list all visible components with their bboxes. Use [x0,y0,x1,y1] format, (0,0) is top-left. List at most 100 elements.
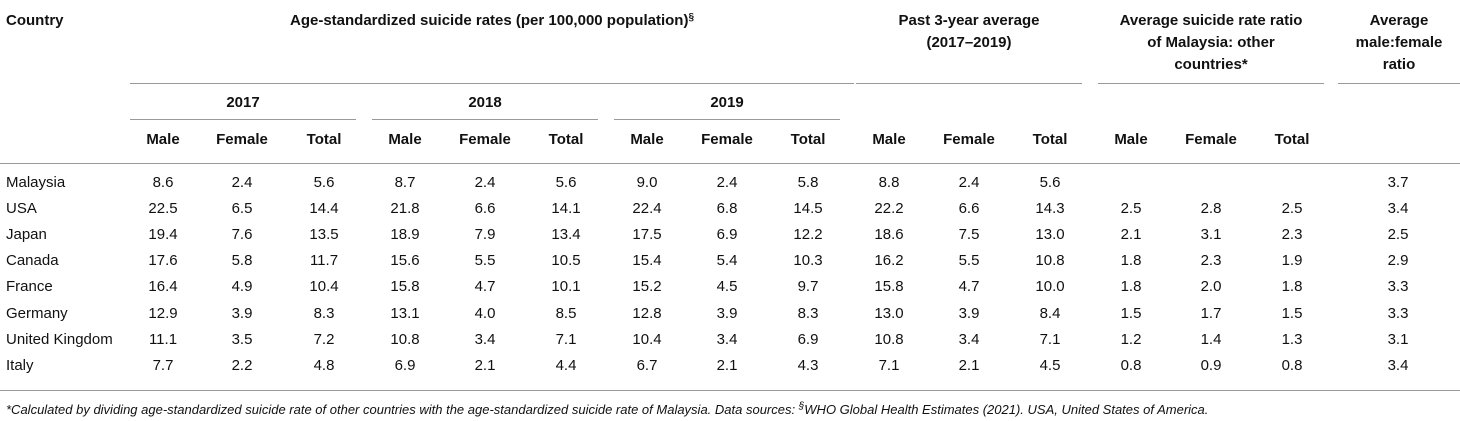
subheader-cell: Total [790,131,826,148]
value-cell: 17.6 [148,252,178,269]
header-country: Country [6,12,64,29]
value-cell: 7.2 [313,331,335,348]
value-cell: 1.8 [1120,278,1142,295]
value-cell: 19.4 [148,226,178,243]
value-cell: 2.4 [474,174,496,191]
country-cell: Japan [6,226,47,243]
rule-past-average [856,83,1082,84]
value-cell: 2.1 [716,357,738,374]
value-cell: 5.6 [555,174,577,191]
value-cell: 22.5 [148,200,178,217]
value-cell: 8.6 [152,174,174,191]
value-cell: 2.2 [231,357,253,374]
rule-header-bottom [0,163,1460,164]
value-cell: 22.2 [874,200,904,217]
value-cell: 8.8 [878,174,900,191]
value-cell: 13.0 [1035,226,1065,243]
value-cell: 3.9 [716,305,738,322]
value-cell: 4.5 [716,278,738,295]
value-cell: 11.1 [148,331,178,348]
value-cell: 10.4 [632,331,662,348]
value-cell: 2.9 [1387,252,1409,269]
value-cell: 2.1 [474,357,496,374]
value-cell: 6.7 [636,357,658,374]
value-cell: 3.3 [1387,278,1409,295]
value-cell: 6.5 [231,200,253,217]
subheader-cell: Total [1032,131,1068,148]
value-cell: 4.8 [313,357,335,374]
value-cell: 18.9 [390,226,420,243]
subheader-cell: Male [388,131,422,148]
value-cell: 3.4 [716,331,738,348]
value-cell: 9.0 [636,174,658,191]
footnote-mark: § [798,401,805,412]
country-cell: United Kingdom [6,331,113,348]
value-cell: 10.1 [551,278,581,295]
value-cell: 2.4 [231,174,253,191]
value-cell: 2.4 [958,174,980,191]
rule-table-bottom [0,390,1460,391]
country-cell: USA [6,200,37,217]
subheader-cell: Male [630,131,664,148]
value-cell: 6.6 [474,200,496,217]
value-cell: 13.4 [551,226,581,243]
rule-year-2018 [372,119,598,120]
value-cell: 0.8 [1281,357,1303,374]
value-cell: 4.7 [474,278,496,295]
value-cell: 14.1 [551,200,581,217]
value-cell: 1.8 [1281,278,1303,295]
value-cell: 3.4 [474,331,496,348]
value-cell: 16.2 [874,252,904,269]
subheader-cell: Total [1274,131,1310,148]
header-mf-line3: ratio [1382,56,1416,73]
value-cell: 2.0 [1200,278,1222,295]
value-cell: 9.7 [797,278,819,295]
subheader-cell: Female [1185,131,1237,148]
subheader-cell: Female [943,131,995,148]
header-year-2019: 2019 [710,94,744,111]
value-cell: 5.6 [1039,174,1061,191]
value-cell: 6.6 [958,200,980,217]
value-cell: 6.9 [797,331,819,348]
value-cell: 3.1 [1200,226,1222,243]
value-cell: 4.3 [797,357,819,374]
value-cell: 12.2 [793,226,823,243]
value-cell: 6.9 [394,357,416,374]
value-cell: 10.0 [1035,278,1065,295]
value-cell: 8.4 [1039,305,1061,322]
value-cell: 14.4 [309,200,339,217]
header-mf-line1: Average [1369,12,1429,29]
rule-rates [130,83,854,84]
value-cell: 13.1 [390,305,420,322]
subheader-cell: Female [216,131,268,148]
value-cell: 1.5 [1281,305,1303,322]
value-cell: 1.2 [1120,331,1142,348]
subheader-cell: Male [146,131,180,148]
value-cell: 21.8 [390,200,420,217]
header-rates-title: Age-standardized suicide rates (per 100,… [130,12,854,30]
value-cell: 2.8 [1200,200,1222,217]
value-cell: 5.4 [716,252,738,269]
value-cell: 2.4 [716,174,738,191]
subheader-cell: Male [1114,131,1148,148]
value-cell: 7.7 [152,357,174,374]
value-cell: 3.7 [1387,174,1409,191]
value-cell: 2.1 [958,357,980,374]
value-cell: 12.9 [148,305,178,322]
country-cell: Italy [6,357,34,374]
header-rates-title-mark: § [688,12,694,23]
value-cell: 8.3 [797,305,819,322]
value-cell: 7.6 [231,226,253,243]
value-cell: 3.4 [1387,200,1409,217]
value-cell: 5.8 [231,252,253,269]
value-cell: 4.9 [231,278,253,295]
header-rates-title-text: Age-standardized suicide rates (per 100,… [290,12,689,29]
value-cell: 5.5 [474,252,496,269]
value-cell: 3.3 [1387,305,1409,322]
value-cell: 10.8 [1035,252,1065,269]
value-cell: 15.8 [390,278,420,295]
value-cell: 1.3 [1281,331,1303,348]
value-cell: 2.1 [1120,226,1142,243]
footnote-text-1: *Calculated by dividing age-standardized… [6,402,799,417]
value-cell: 10.4 [309,278,339,295]
